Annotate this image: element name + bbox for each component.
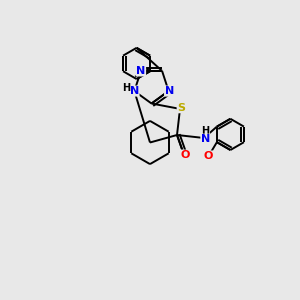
Text: N: N	[201, 134, 210, 144]
Text: N: N	[130, 86, 139, 96]
Text: N: N	[136, 66, 146, 76]
Text: S: S	[177, 103, 185, 113]
Text: N: N	[165, 86, 174, 96]
Text: H: H	[201, 126, 210, 136]
Text: O: O	[203, 151, 213, 161]
Text: H: H	[122, 83, 130, 93]
Text: O: O	[180, 150, 190, 160]
